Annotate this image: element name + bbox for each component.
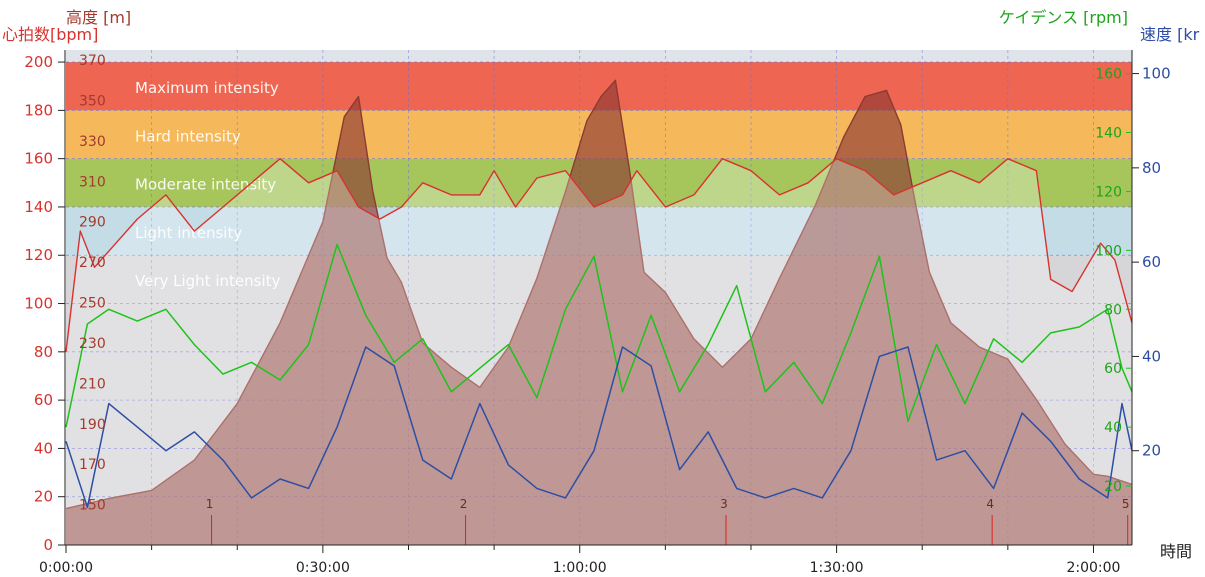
speed-tick-label-3: 40 bbox=[1142, 347, 1161, 365]
lap-label-4: 4 bbox=[986, 497, 994, 511]
cadence-tick-label-3: 100 bbox=[1095, 243, 1122, 259]
hr-tick-label-8: 40 bbox=[34, 439, 53, 457]
time-axis-title: 時間 bbox=[1160, 542, 1192, 561]
altitude-tick-label-9: 190 bbox=[79, 417, 106, 433]
cadence-tick-label-7: 20 bbox=[1104, 479, 1122, 495]
altitude-tick-label-4: 290 bbox=[79, 215, 106, 231]
zone-label-1: Hard intensity bbox=[135, 127, 241, 145]
series-altitude-line bbox=[65, 79, 1133, 510]
cadence-axis-title: ケイデンス [rpm] bbox=[999, 8, 1128, 27]
hr-tick-label-10: 0 bbox=[43, 536, 53, 554]
zone-label-0: Maximum intensity bbox=[135, 79, 279, 97]
altitude-tick-label-1: 350 bbox=[79, 94, 106, 110]
series-heart_rate-area bbox=[66, 158, 1132, 545]
hr-tick-label-1: 180 bbox=[24, 101, 53, 119]
hr-tick-label-5: 100 bbox=[24, 295, 53, 313]
speed-axis-title: 速度 [kr bbox=[1140, 25, 1200, 44]
series-altitude-area bbox=[66, 80, 1132, 546]
cadence-tick-label-6: 40 bbox=[1104, 420, 1122, 436]
speed-tick-label-4: 20 bbox=[1142, 442, 1161, 460]
cadence-tick-label-1: 140 bbox=[1095, 126, 1122, 142]
altitude-tick-label-3: 310 bbox=[79, 174, 106, 190]
altitude-axis-title: 高度 [m] bbox=[66, 8, 131, 27]
altitude-tick-label-8: 210 bbox=[79, 376, 106, 392]
zone-label-2: Moderate intensity bbox=[135, 176, 276, 194]
altitude-tick-label-6: 250 bbox=[79, 296, 106, 312]
time-tick-label-4: 2:00:00 bbox=[1066, 560, 1120, 576]
time-tick-label-1: 0:30:00 bbox=[296, 560, 350, 576]
series-speed-line bbox=[65, 346, 1133, 509]
hr-tick-label-9: 20 bbox=[34, 488, 53, 506]
hr-tick-label-0: 200 bbox=[24, 53, 53, 71]
lap-markers: 1 2 3 4 5 bbox=[206, 497, 1130, 545]
altitude-tick-label-10: 170 bbox=[79, 457, 106, 473]
time-tick-label-3: 1:30:00 bbox=[810, 560, 864, 576]
cadence-tick-label-2: 120 bbox=[1095, 184, 1122, 200]
speed-tick-label-1: 80 bbox=[1142, 159, 1161, 177]
speed-tick-label-2: 60 bbox=[1142, 253, 1161, 271]
hr-tick-label-4: 120 bbox=[24, 246, 53, 264]
heart-rate-axis-title: 心拍数[bpm] bbox=[2, 25, 98, 44]
zone-label-4: Very Light intensity bbox=[135, 272, 280, 290]
cadence-tick-label-5: 60 bbox=[1104, 361, 1122, 377]
altitude-tick-label-5: 270 bbox=[79, 255, 106, 271]
hr-tick-label-3: 140 bbox=[24, 198, 53, 216]
time-tick-label-2: 1:00:00 bbox=[553, 560, 607, 576]
zone-label-3: Light intensity bbox=[135, 224, 242, 242]
hr-tick-label-6: 80 bbox=[34, 343, 53, 361]
lap-label-3: 3 bbox=[720, 497, 728, 511]
series-heart_rate-line bbox=[65, 158, 1133, 352]
speed-tick-label-0: 100 bbox=[1142, 65, 1171, 83]
time-tick-label-0: 0:00:00 bbox=[39, 560, 93, 576]
cadence-tick-label-0: 160 bbox=[1095, 67, 1122, 83]
altitude-tick-label-0: 370 bbox=[79, 53, 106, 69]
zone-labels: Maximum intensity Hard intensity Moderate … bbox=[135, 79, 280, 290]
lap-label-5: 5 bbox=[1122, 497, 1130, 511]
series-layer bbox=[65, 79, 1133, 546]
altitude-tick-label-2: 330 bbox=[79, 134, 106, 150]
cadence-tick-label-4: 80 bbox=[1104, 302, 1122, 318]
altitude-tick-label-11: 150 bbox=[79, 498, 106, 514]
series-cadence-line bbox=[65, 243, 1133, 428]
lap-label-1: 1 bbox=[206, 497, 214, 511]
axes: 2001801601401201008060402003703503303102… bbox=[24, 50, 1171, 576]
lap-label-2: 2 bbox=[460, 497, 468, 511]
hr-tick-label-7: 60 bbox=[34, 391, 53, 409]
altitude-tick-label-7: 230 bbox=[79, 336, 106, 352]
hr-tick-label-2: 160 bbox=[24, 150, 53, 168]
